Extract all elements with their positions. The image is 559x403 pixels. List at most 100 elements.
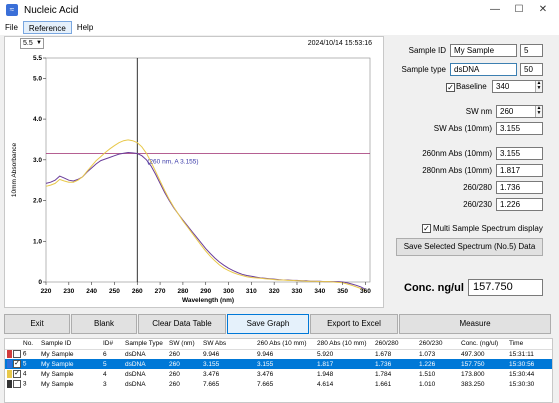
col-no[interactable]: No. xyxy=(5,339,39,350)
cell-r2: 1.510 xyxy=(419,370,436,378)
table-row[interactable]: 6 My Sample 6 dsDNA 260 9.946 9.946 5.92… xyxy=(5,349,552,359)
export-excel-button[interactable]: Export to Excel xyxy=(310,314,398,334)
x-tick-label: 260 xyxy=(132,288,143,295)
abs280-field: 1.817 xyxy=(496,164,543,177)
x-tick-label: 320 xyxy=(269,288,280,295)
chart-timestamp: 2024/10/14 15:53:16 xyxy=(307,40,372,47)
menu-help[interactable]: Help xyxy=(76,23,94,32)
series-line-0 xyxy=(45,151,366,290)
cell-sample-id: My Sample xyxy=(41,380,74,388)
cell-time: 15:30:30 xyxy=(509,380,535,388)
sample-type-input[interactable]: dsDNA xyxy=(450,63,517,76)
sw-nm-input[interactable]: 260 ▲ ▼ xyxy=(496,105,543,118)
row-checkbox[interactable] xyxy=(13,350,21,359)
cell-a260: 7.665 xyxy=(257,380,274,388)
x-tick-label: 310 xyxy=(246,288,257,295)
sample-id-input[interactable]: My Sample xyxy=(450,44,517,57)
concentration-field: 157.750 xyxy=(468,279,543,296)
col-id-num[interactable]: ID# xyxy=(101,339,123,350)
save-spectrum-button[interactable]: Save Selected Spectrum (No.5) Data xyxy=(396,238,543,256)
zoom-select[interactable]: 5.5 ▼ xyxy=(20,38,44,49)
row-color-swatch xyxy=(7,360,12,368)
minimize-button[interactable]: — xyxy=(490,4,500,15)
sw-nm-spinner[interactable]: ▲ ▼ xyxy=(535,105,542,117)
save-graph-button[interactable]: Save Graph xyxy=(227,314,309,334)
cell-r2: 1.073 xyxy=(419,350,436,358)
chart-panel xyxy=(4,36,384,308)
plot-frame xyxy=(45,57,371,283)
baseline-value: 340 xyxy=(496,82,510,91)
row-checkbox[interactable]: ✓ xyxy=(13,370,21,378)
menu-file[interactable]: File xyxy=(5,23,18,32)
exit-button[interactable]: Exit xyxy=(4,314,70,334)
cell-sw-abs: 3.476 xyxy=(203,370,220,378)
cell-type: dsDNA xyxy=(123,359,167,369)
spectrum-chart: 0 1.0 2.0 3.0 4.0 5.0 5.5 220 230 240 250 260 270 280… xyxy=(11,55,371,304)
row-no: 6 xyxy=(22,350,27,358)
x-tick-label: 360 xyxy=(360,288,371,295)
cell-a260: 3.155 xyxy=(255,359,315,369)
y-tick-label: 2.0 xyxy=(33,198,42,205)
table-row[interactable]: 3 My Sample 3 dsDNA 260 7.665 7.665 4.61… xyxy=(5,379,552,389)
col-time[interactable]: Time xyxy=(507,339,552,350)
baseline-spinner[interactable]: ▲ ▼ xyxy=(535,80,542,92)
results-table: No. Sample ID ID# Sample Type SW (nm) SW… xyxy=(4,338,553,403)
cell-type: dsDNA xyxy=(125,350,146,358)
cell-a280: 1.817 xyxy=(315,359,373,369)
cell-a260: 9.946 xyxy=(257,350,274,358)
maximize-button[interactable]: ☐ xyxy=(514,4,524,15)
title-bar: ≈ Nucleic Acid — ☐ ✕ xyxy=(0,0,559,20)
col-260-280[interactable]: 260/280 xyxy=(373,339,417,350)
row-checkbox[interactable]: ✓ xyxy=(13,360,21,368)
sw-abs-field: 3.155 xyxy=(496,122,543,135)
row-no: 3 xyxy=(22,380,27,388)
series-line-1 xyxy=(45,139,366,292)
x-tick-label: 220 xyxy=(41,288,52,295)
x-tick-label: 340 xyxy=(314,288,325,295)
ratio-260-280-field: 1.736 xyxy=(496,181,543,194)
sample-type-label: Sample type xyxy=(401,65,446,74)
col-280-abs[interactable]: 280 Abs (10 mm) xyxy=(315,339,373,350)
cell-a280: 1.948 xyxy=(317,370,334,378)
abs280-label: 280nm Abs (10mm) xyxy=(422,166,492,175)
cell-sw: 260 xyxy=(169,380,180,388)
cell-sw-abs: 3.155 xyxy=(201,359,255,369)
col-sw-abs[interactable]: SW Abs xyxy=(201,339,255,350)
cell-a280: 4.614 xyxy=(317,380,334,388)
zoom-value: 5.5 xyxy=(23,40,33,47)
row-checkbox[interactable] xyxy=(13,380,21,388)
baseline-checkbox[interactable]: ✓ xyxy=(446,83,455,92)
action-button-row: Exit Blank Clear Data Table Save Graph E… xyxy=(4,314,553,334)
menu-reference[interactable]: Reference xyxy=(22,21,72,34)
cell-r1: 1.784 xyxy=(375,370,392,378)
y-tick-label: 0 xyxy=(38,279,42,286)
col-conc[interactable]: Conc. (ng/ul) xyxy=(459,339,507,350)
x-tick-label: 300 xyxy=(223,288,234,295)
col-260-abs[interactable]: 260 Abs (10 mm) xyxy=(255,339,315,350)
blank-button[interactable]: Blank xyxy=(71,314,137,334)
table-row[interactable]: ✓ 4 My Sample 4 dsDNA 260 3.476 3.476 1.… xyxy=(5,369,552,379)
row-color-swatch xyxy=(7,370,12,378)
ratio-260-280-label: 260/280 xyxy=(463,183,492,192)
sample-number-input[interactable]: 5 xyxy=(520,44,543,57)
y-tick-label: 4.0 xyxy=(33,116,42,123)
concentration-label: Conc. ng/ul xyxy=(404,282,464,294)
col-sample-type[interactable]: Sample Type xyxy=(123,339,167,350)
cell-sw: 260 xyxy=(167,359,201,369)
close-button[interactable]: ✕ xyxy=(538,4,548,15)
sample-factor-input[interactable]: 50 xyxy=(520,63,543,76)
multi-spectrum-checkbox[interactable]: ✓ xyxy=(422,224,431,233)
cell-sw: 260 xyxy=(169,370,180,378)
cell-r1: 1.678 xyxy=(375,350,392,358)
table-row[interactable]: ✓ 5 My Sample 5 dsDNA 260 3.155 3.155 1.… xyxy=(5,359,552,369)
clear-table-button[interactable]: Clear Data Table xyxy=(138,314,226,334)
baseline-input[interactable]: 340 ▲ ▼ xyxy=(492,80,543,93)
col-260-230[interactable]: 260/230 xyxy=(417,339,459,350)
window-title: Nucleic Acid xyxy=(24,4,79,16)
col-sw-nm[interactable]: SW (nm) xyxy=(167,339,201,350)
measure-button[interactable]: Measure xyxy=(399,314,551,334)
cell-id-num: 5 xyxy=(101,359,123,369)
col-sample-id[interactable]: Sample ID xyxy=(39,339,101,350)
marker-annotation: (260 nm, A 3.155) xyxy=(147,159,198,166)
cell-a280: 5.920 xyxy=(317,350,334,358)
